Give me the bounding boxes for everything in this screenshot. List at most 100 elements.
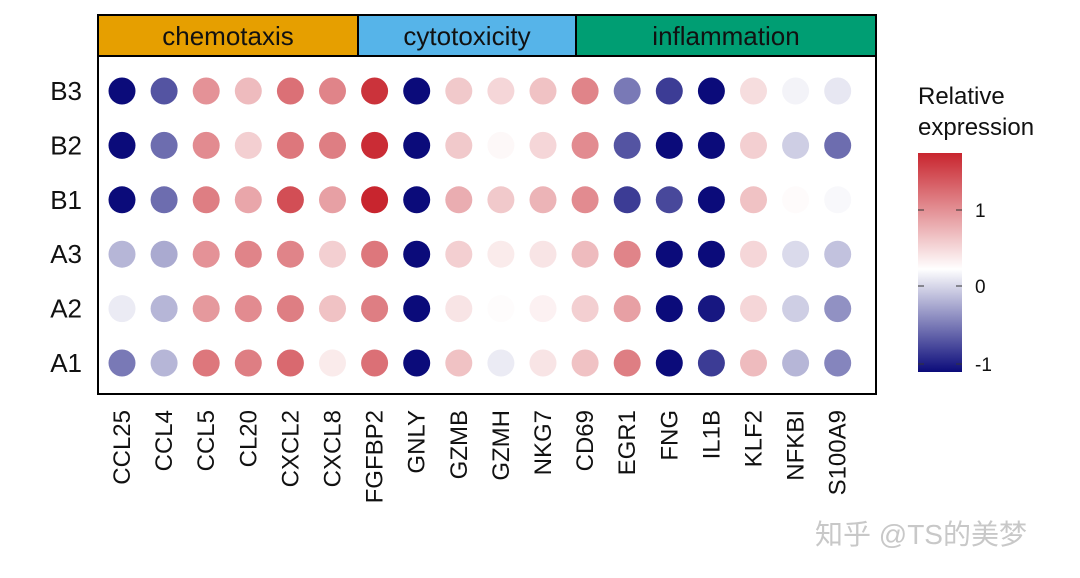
dot-B2-CCL25 xyxy=(108,131,136,159)
col-label-CD69: CD69 xyxy=(572,410,599,471)
dot-B1-EGR1 xyxy=(613,186,641,214)
legend-title-line2: expression xyxy=(918,114,1034,141)
dot-A1-GZMH xyxy=(487,349,515,377)
dot-A2-IL1B xyxy=(697,295,725,323)
dot-B1-GZMH xyxy=(487,186,515,214)
dot-A3-CCL4 xyxy=(150,240,178,268)
dot-A1-FGFBP2 xyxy=(361,349,389,377)
dot-B2-CL20 xyxy=(234,131,262,159)
dot-A3-CL20 xyxy=(234,240,262,268)
dot-A3-FNG xyxy=(655,240,683,268)
dot-A3-GNLY xyxy=(403,240,431,268)
legend-tick-label: 0 xyxy=(975,277,986,298)
dot-A3-NFKBI xyxy=(782,240,810,268)
dot-A3-S100A9 xyxy=(824,240,852,268)
dot-A2-CL20 xyxy=(234,295,262,323)
dot-A1-NFKBI xyxy=(782,349,810,377)
dot-B2-NKG7 xyxy=(529,131,557,159)
dot-B3-CCL25 xyxy=(108,77,136,105)
col-label-CXCL8: CXCL8 xyxy=(320,410,347,487)
dot-B1-GNLY xyxy=(403,186,431,214)
dot-B3-NKG7 xyxy=(529,77,557,105)
col-label-S100A9: S100A9 xyxy=(825,410,852,495)
dot-B2-CXCL8 xyxy=(319,131,346,159)
col-label-EGR1: EGR1 xyxy=(614,410,641,475)
dot-A2-KLF2 xyxy=(740,295,767,323)
dot-A3-GZMB xyxy=(445,240,473,268)
dot-B3-CXCL2 xyxy=(276,77,304,105)
row-label-B2: B2 xyxy=(50,130,82,160)
dot-A1-NKG7 xyxy=(529,349,557,377)
col-label-IL1B: IL1B xyxy=(698,410,725,459)
dot-B1-FGFBP2 xyxy=(361,186,389,214)
group-label-chemotaxis: chemotaxis xyxy=(162,21,294,51)
dot-B3-EGR1 xyxy=(613,77,641,105)
dot-A2-FNG xyxy=(655,295,683,323)
dot-B3-FGFBP2 xyxy=(361,77,389,105)
dot-A3-GZMH xyxy=(487,240,515,268)
dot-A3-CXCL8 xyxy=(319,240,346,268)
dot-B2-FNG xyxy=(655,131,683,159)
dot-A1-CCL4 xyxy=(150,349,178,377)
dot-A3-CCL25 xyxy=(108,240,136,268)
dot-B1-KLF2 xyxy=(740,186,767,214)
dot-B1-GZMB xyxy=(445,186,473,214)
dot-A2-CXCL2 xyxy=(276,295,304,323)
dot-B2-NFKBI xyxy=(782,131,810,159)
dot-A1-CXCL2 xyxy=(276,349,304,377)
dot-A1-EGR1 xyxy=(613,349,641,377)
dot-B3-KLF2 xyxy=(740,77,767,105)
col-label-CCL25: CCL25 xyxy=(109,410,136,485)
dot-A3-CCL5 xyxy=(192,240,220,268)
dot-B1-IL1B xyxy=(697,186,725,214)
dot-A3-FGFBP2 xyxy=(361,240,389,268)
dot-B2-KLF2 xyxy=(740,131,767,159)
group-box-cytotoxicity xyxy=(357,14,577,57)
dot-A3-CXCL2 xyxy=(276,240,304,268)
dot-A3-EGR1 xyxy=(613,240,641,268)
dot-B3-NFKBI xyxy=(782,77,810,105)
legend: Relative expression 1 0 -1 xyxy=(918,83,1034,376)
dot-A1-CXCL8 xyxy=(319,349,346,377)
dot-B3-CL20 xyxy=(234,77,262,105)
row-label-A3: A3 xyxy=(50,239,82,269)
dot-B2-CCL5 xyxy=(192,131,220,159)
dot-B3-IL1B xyxy=(697,77,725,105)
dot-B1-CCL4 xyxy=(150,186,178,214)
column-labels: CCL25 CCL4 CCL5 CL20 CXCL2 CXCL8 FGFBP2 GNLY GZM… xyxy=(109,410,852,503)
group-label-cytotoxicity: cytotoxicity xyxy=(403,21,530,51)
dot-B1-CL20 xyxy=(234,186,262,214)
dot-B1-NKG7 xyxy=(529,186,557,214)
row-labels: B3 B2 B1 A3 A2 A1 xyxy=(50,76,82,378)
dot-B1-S100A9 xyxy=(824,186,852,214)
dot-A2-FGFBP2 xyxy=(361,295,389,323)
dot-B2-IL1B xyxy=(697,131,725,159)
dot-A1-FNG xyxy=(655,349,683,377)
dot-B1-FNG xyxy=(655,186,683,214)
dot-A1-GZMB xyxy=(445,349,473,377)
col-label-FGFBP2: FGFBP2 xyxy=(362,410,389,503)
dot-A3-NKG7 xyxy=(529,240,557,268)
dot-B3-GZMH xyxy=(487,77,515,105)
dot-grid xyxy=(108,77,852,377)
dot-B3-GZMB xyxy=(445,77,473,105)
dot-A2-CCL25 xyxy=(108,295,136,323)
dot-B3-CCL5 xyxy=(192,77,220,105)
dot-A1-CL20 xyxy=(234,349,262,377)
dot-A2-CD69 xyxy=(571,295,599,323)
dot-B3-CXCL8 xyxy=(319,77,346,105)
legend-color-bar xyxy=(918,153,962,372)
dot-B1-NFKBI xyxy=(782,186,810,214)
group-header-bar: chemotaxis cytotoxicity inflammation xyxy=(97,14,877,57)
dot-A2-NFKBI xyxy=(782,295,810,323)
dot-A1-KLF2 xyxy=(740,349,767,377)
col-label-CXCL2: CXCL2 xyxy=(277,410,304,487)
dot-B2-CD69 xyxy=(571,131,599,159)
col-label-CCL5: CCL5 xyxy=(193,410,220,471)
col-label-NKG7: NKG7 xyxy=(530,410,557,475)
watermark: 知乎 @TS的美梦 xyxy=(815,519,1027,550)
dot-A2-S100A9 xyxy=(824,295,852,323)
dot-A1-GNLY xyxy=(403,349,431,377)
dot-B1-CXCL8 xyxy=(319,186,346,214)
